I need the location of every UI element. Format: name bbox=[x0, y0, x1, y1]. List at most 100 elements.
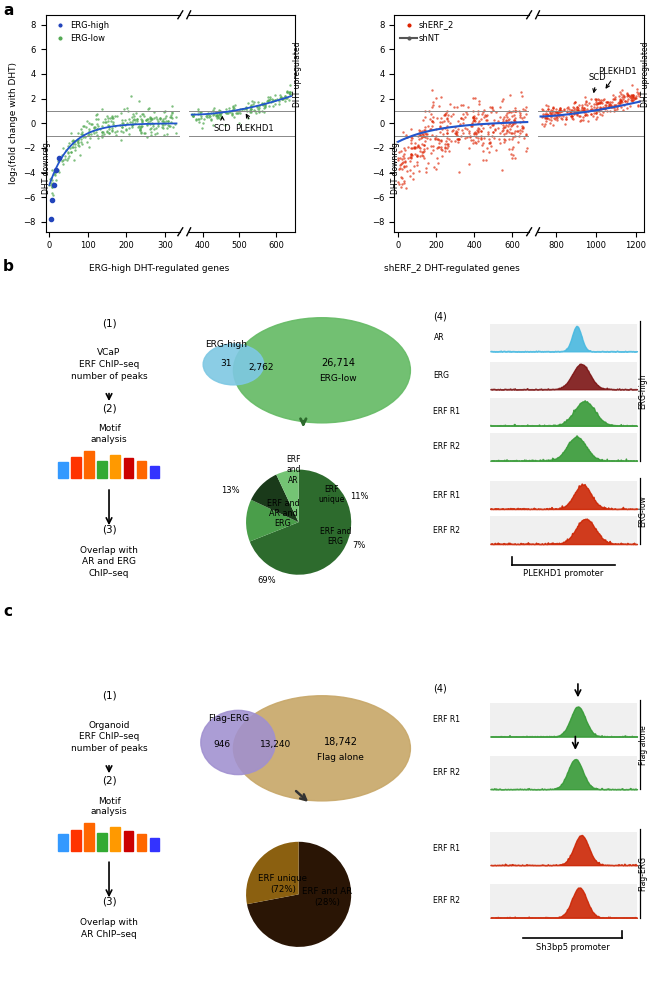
Point bbox=[419, 122, 429, 138]
Point bbox=[202, 108, 212, 124]
Point bbox=[68, 136, 79, 152]
Point bbox=[124, 111, 135, 127]
Point bbox=[570, 95, 580, 110]
Point bbox=[615, 95, 625, 110]
Point bbox=[451, 126, 462, 142]
Point bbox=[196, 107, 206, 123]
Point bbox=[207, 107, 218, 123]
Text: ERF R1: ERF R1 bbox=[434, 491, 460, 500]
Point bbox=[560, 116, 570, 132]
Point bbox=[626, 90, 636, 106]
Point bbox=[274, 93, 284, 108]
Point bbox=[143, 102, 153, 117]
Point bbox=[444, 143, 454, 159]
Point bbox=[484, 144, 494, 160]
Point bbox=[592, 104, 602, 119]
Point bbox=[504, 141, 515, 157]
Point bbox=[64, 148, 74, 164]
Point bbox=[556, 107, 567, 123]
Point bbox=[393, 174, 404, 189]
Point bbox=[436, 133, 446, 149]
Point bbox=[559, 101, 569, 116]
Point bbox=[409, 140, 419, 156]
Point bbox=[116, 114, 127, 130]
Point bbox=[580, 93, 591, 108]
Point bbox=[626, 92, 636, 107]
Point bbox=[259, 97, 270, 112]
Point bbox=[513, 123, 523, 139]
Point bbox=[435, 114, 445, 130]
Point bbox=[490, 122, 501, 138]
Point bbox=[280, 89, 291, 105]
Point bbox=[578, 105, 589, 120]
Point bbox=[595, 95, 605, 110]
Point bbox=[83, 127, 94, 143]
Point bbox=[70, 143, 80, 159]
Point bbox=[445, 97, 456, 112]
Point bbox=[415, 148, 425, 164]
Point bbox=[456, 97, 466, 112]
Text: (2): (2) bbox=[101, 403, 116, 413]
Point bbox=[103, 113, 114, 129]
Point bbox=[431, 161, 441, 176]
Text: ERF R1: ERF R1 bbox=[434, 715, 460, 725]
Point bbox=[578, 112, 589, 128]
Point bbox=[491, 142, 501, 158]
Point bbox=[627, 91, 637, 106]
Point bbox=[453, 121, 463, 137]
Point bbox=[187, 106, 198, 121]
Point bbox=[241, 101, 252, 116]
Point bbox=[507, 116, 517, 132]
Point bbox=[422, 126, 432, 142]
Point bbox=[194, 111, 204, 127]
Point bbox=[116, 132, 126, 148]
Point bbox=[153, 115, 163, 131]
Point bbox=[264, 92, 274, 107]
Point bbox=[634, 89, 644, 105]
Point bbox=[157, 118, 168, 134]
Point bbox=[469, 90, 480, 106]
Text: SCD: SCD bbox=[588, 73, 606, 93]
Point bbox=[432, 151, 443, 167]
Point bbox=[561, 110, 571, 126]
Point bbox=[555, 104, 566, 119]
Point bbox=[58, 140, 68, 156]
Point bbox=[543, 101, 553, 116]
Bar bbox=[58, 834, 68, 851]
Point bbox=[436, 132, 446, 148]
Point bbox=[127, 114, 138, 130]
Point bbox=[585, 103, 595, 118]
Point bbox=[478, 109, 489, 125]
Point bbox=[198, 111, 209, 127]
Point bbox=[476, 123, 486, 139]
Point bbox=[160, 110, 170, 126]
Point bbox=[469, 111, 480, 127]
Point bbox=[601, 100, 612, 115]
Point bbox=[556, 104, 566, 119]
Point bbox=[474, 97, 484, 112]
Point bbox=[214, 106, 225, 121]
Point bbox=[65, 140, 75, 156]
Point bbox=[439, 143, 450, 159]
Point bbox=[402, 129, 413, 145]
Point bbox=[235, 101, 245, 116]
Point bbox=[604, 99, 614, 114]
Point bbox=[411, 157, 422, 173]
Point bbox=[46, 175, 57, 190]
Point bbox=[616, 86, 627, 102]
Point bbox=[147, 115, 157, 131]
Point bbox=[588, 103, 599, 118]
Point bbox=[502, 122, 512, 138]
Point bbox=[488, 124, 498, 140]
Text: (3): (3) bbox=[101, 896, 116, 906]
Point bbox=[554, 101, 565, 116]
Point bbox=[504, 103, 514, 118]
Point bbox=[54, 150, 64, 166]
Point bbox=[89, 119, 99, 135]
Point bbox=[486, 101, 497, 116]
Point bbox=[400, 179, 411, 195]
Point bbox=[619, 90, 629, 106]
Point bbox=[428, 108, 438, 124]
Point bbox=[246, 101, 257, 116]
Point bbox=[515, 125, 526, 141]
